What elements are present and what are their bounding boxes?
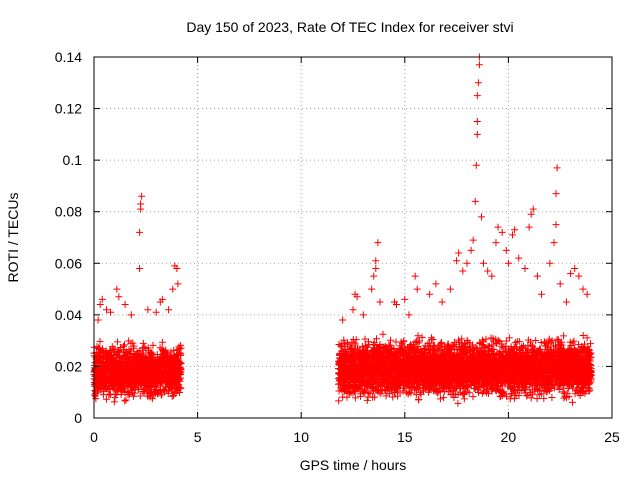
- data-point: [149, 341, 157, 349]
- data-point: [371, 393, 379, 401]
- data-point: [386, 336, 394, 344]
- data-point: [107, 346, 115, 354]
- data-point: [148, 395, 156, 403]
- data-point: [414, 332, 422, 340]
- data-point: [469, 393, 477, 401]
- data-point: [176, 374, 184, 382]
- data-point: [548, 393, 556, 401]
- data-point: [121, 341, 129, 349]
- data-point: [454, 399, 462, 407]
- data-point: [139, 339, 147, 347]
- data-points: [90, 53, 595, 407]
- data-point: [440, 394, 448, 402]
- data-point: [370, 345, 378, 353]
- data-point: [560, 332, 568, 340]
- data-point: [177, 359, 185, 367]
- data-point: [338, 347, 346, 355]
- data-point: [115, 347, 123, 355]
- data-point: [335, 397, 343, 405]
- data-point: [361, 389, 369, 397]
- data-point: [153, 390, 161, 398]
- data-point: [373, 335, 381, 343]
- data-point: [176, 384, 184, 392]
- data-point: [102, 395, 110, 403]
- data-point: [130, 392, 138, 400]
- data-point: [340, 336, 348, 344]
- data-point: [130, 342, 138, 350]
- data-point: [365, 388, 373, 396]
- data-point: [110, 398, 118, 406]
- data-point: [177, 344, 185, 352]
- data-point: [502, 337, 510, 345]
- data-point: [131, 389, 139, 397]
- data-point: [177, 384, 185, 392]
- data-point: [96, 337, 104, 345]
- data-point: [379, 330, 387, 338]
- data-point: [121, 397, 129, 405]
- data-point: [176, 388, 184, 396]
- data-point: [129, 339, 137, 347]
- data-point: [389, 393, 397, 401]
- data-point: [357, 392, 365, 400]
- data-point: [505, 334, 513, 342]
- data-point: [351, 394, 359, 402]
- data-point: [343, 348, 351, 356]
- data-point: [436, 395, 444, 403]
- data-point: [136, 392, 144, 400]
- data-point: [177, 365, 185, 373]
- data-point: [158, 391, 166, 399]
- data-point: [352, 336, 360, 344]
- data-point: [114, 338, 122, 346]
- data-point: [363, 396, 371, 404]
- data-point: [511, 339, 519, 347]
- data-point: [122, 396, 130, 404]
- data-point: [429, 336, 437, 344]
- chart-title: Day 150 of 2023, Rate Of TEC Index for r…: [186, 19, 513, 35]
- data-point: [176, 377, 184, 385]
- data-point: [111, 394, 119, 402]
- data-point: [158, 338, 166, 346]
- data-point: [116, 348, 124, 356]
- data-point: [343, 393, 351, 401]
